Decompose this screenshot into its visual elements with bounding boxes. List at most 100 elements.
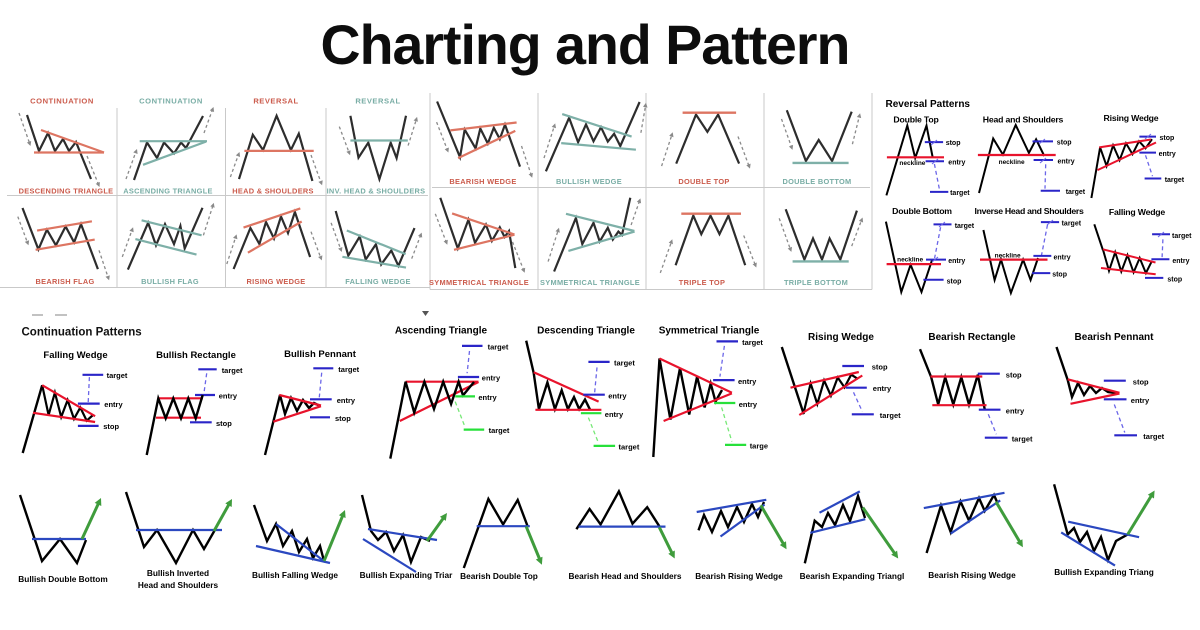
svg-text:RISING WEDGE: RISING WEDGE xyxy=(246,277,305,286)
svg-text:neckline: neckline xyxy=(999,159,1025,166)
svg-text:target: target xyxy=(950,190,970,197)
svg-text:Reversal Patterns: Reversal Patterns xyxy=(886,99,971,110)
svg-text:Bullish Falling Wedge: Bullish Falling Wedge xyxy=(252,570,338,580)
svg-text:BEARISH WEDGE: BEARISH WEDGE xyxy=(449,177,516,186)
svg-text:stop: stop xyxy=(1006,370,1022,379)
svg-text:entry: entry xyxy=(478,393,497,402)
svg-text:REVERSAL: REVERSAL xyxy=(355,97,400,106)
svg-text:stop: stop xyxy=(947,279,962,286)
svg-text:target: target xyxy=(222,366,243,375)
svg-text:FALLING WEDGE: FALLING WEDGE xyxy=(345,277,411,286)
svg-text:entry: entry xyxy=(948,258,965,265)
svg-text:Bearish Expanding Triangl: Bearish Expanding Triangl xyxy=(800,571,905,581)
svg-text:Rising Wedge: Rising Wedge xyxy=(1104,113,1159,123)
svg-text:target: target xyxy=(489,426,510,435)
svg-text:Double Bottom: Double Bottom xyxy=(892,206,952,216)
svg-text:SYMMETRICAL TRIANGLE: SYMMETRICAL TRIANGLE xyxy=(429,278,529,287)
svg-text:entry: entry xyxy=(608,392,627,401)
svg-text:BEARISH FLAG: BEARISH FLAG xyxy=(35,277,94,286)
svg-text:stop: stop xyxy=(1052,272,1067,279)
svg-text:entry: entry xyxy=(948,160,965,167)
svg-text:Descending Triangle: Descending Triangle xyxy=(537,326,635,337)
svg-text:entry: entry xyxy=(1058,159,1075,166)
svg-text:Rising Wedge: Rising Wedge xyxy=(808,332,874,343)
svg-text:target: target xyxy=(955,223,975,230)
svg-text:target: target xyxy=(614,359,635,368)
svg-text:entry: entry xyxy=(605,410,624,419)
svg-text:entry: entry xyxy=(219,392,238,401)
svg-text:stop: stop xyxy=(872,363,888,372)
svg-text:Bearish Head and Shoulders: Bearish Head and Shoulders xyxy=(569,571,682,581)
svg-text:BULLISH WEDGE: BULLISH WEDGE xyxy=(556,177,622,186)
svg-text:stop: stop xyxy=(1057,140,1072,147)
svg-text:stop: stop xyxy=(946,140,961,147)
svg-text:target: target xyxy=(107,371,128,380)
svg-text:Charting and Pattern: Charting and Pattern xyxy=(321,14,850,76)
svg-text:Ascending Triangle: Ascending Triangle xyxy=(395,326,488,337)
svg-text:stop: stop xyxy=(1133,377,1149,386)
svg-text:target: target xyxy=(619,443,640,452)
svg-text:target: target xyxy=(1143,432,1164,441)
svg-text:target: target xyxy=(880,411,901,420)
svg-text:TRIPLE TOP: TRIPLE TOP xyxy=(679,278,725,287)
svg-text:entry: entry xyxy=(739,400,758,409)
svg-text:Bullish Expanding Triar: Bullish Expanding Triar xyxy=(360,570,453,580)
svg-text:Falling Wedge: Falling Wedge xyxy=(1109,207,1165,217)
svg-text:Bullish Rectangle: Bullish Rectangle xyxy=(156,350,236,361)
svg-text:entry: entry xyxy=(873,384,892,393)
svg-text:Double Top: Double Top xyxy=(893,115,938,125)
svg-text:Bearish Pennant: Bearish Pennant xyxy=(1075,332,1155,343)
svg-text:INV. HEAD & SHOULDERS: INV. HEAD & SHOULDERS xyxy=(327,187,426,196)
svg-text:DESCENDING TRIANGLE: DESCENDING TRIANGLE xyxy=(19,187,114,196)
svg-text:Head and Shoulders: Head and Shoulders xyxy=(138,580,219,590)
svg-text:target: target xyxy=(1066,189,1086,196)
svg-text:target: target xyxy=(338,365,359,374)
svg-text:entry: entry xyxy=(738,377,757,386)
svg-text:Head and Shoulders: Head and Shoulders xyxy=(983,115,1064,125)
svg-text:targe: targe xyxy=(750,442,768,451)
svg-text:Bearish Rising Wedge: Bearish Rising Wedge xyxy=(695,571,783,581)
svg-text:neckline: neckline xyxy=(995,253,1021,260)
svg-text:target: target xyxy=(742,338,763,347)
svg-text:entry: entry xyxy=(1054,255,1071,262)
svg-text:neckline: neckline xyxy=(897,257,923,264)
svg-text:Inverse Head and Shoulders: Inverse Head and Shoulders xyxy=(974,206,1084,216)
svg-text:entry: entry xyxy=(482,374,501,383)
svg-text:target: target xyxy=(1165,177,1185,184)
svg-text:entry: entry xyxy=(337,396,356,405)
svg-text:target: target xyxy=(1062,221,1082,228)
svg-text:Falling Wedge: Falling Wedge xyxy=(43,350,107,361)
svg-text:SYMMETRICAL TRIANGLE: SYMMETRICAL TRIANGLE xyxy=(540,278,640,287)
svg-text:Bullish Expanding Triang: Bullish Expanding Triang xyxy=(1054,567,1154,577)
svg-text:target: target xyxy=(488,343,509,352)
svg-text:BULLISH FLAG: BULLISH FLAG xyxy=(141,277,199,286)
svg-text:Bullish Double Bottom: Bullish Double Bottom xyxy=(18,574,107,584)
svg-text:entry: entry xyxy=(1131,396,1150,405)
svg-text:TRIPLE BOTTOM: TRIPLE BOTTOM xyxy=(784,278,848,287)
svg-text:Bullish Pennant: Bullish Pennant xyxy=(284,349,357,360)
svg-text:stop: stop xyxy=(1160,135,1175,142)
svg-text:stop: stop xyxy=(216,419,232,428)
svg-text:entry: entry xyxy=(1006,406,1025,415)
svg-text:CONTINUATION: CONTINUATION xyxy=(30,97,94,106)
svg-text:Symmetrical Triangle: Symmetrical Triangle xyxy=(659,326,760,337)
svg-text:REVERSAL: REVERSAL xyxy=(253,97,298,106)
svg-text:DOUBLE BOTTOM: DOUBLE BOTTOM xyxy=(782,177,851,186)
svg-text:neckline: neckline xyxy=(899,160,925,167)
svg-text:CONTINUATION: CONTINUATION xyxy=(139,97,203,106)
svg-text:stop: stop xyxy=(103,422,119,431)
svg-text:Bearish Rectangle: Bearish Rectangle xyxy=(928,332,1016,343)
svg-text:entry: entry xyxy=(104,400,123,409)
svg-text:entry: entry xyxy=(1172,258,1189,265)
svg-text:Bearish Rising Wedge: Bearish Rising Wedge xyxy=(928,570,1016,580)
svg-text:entry: entry xyxy=(1159,151,1176,158)
svg-text:DOUBLE TOP: DOUBLE TOP xyxy=(678,177,729,186)
svg-text:stop: stop xyxy=(335,414,351,423)
svg-text:Bullish Inverted: Bullish Inverted xyxy=(147,568,209,578)
svg-text:stop: stop xyxy=(1167,277,1182,284)
svg-text:Bearish Double Top: Bearish Double Top xyxy=(460,571,538,581)
svg-text:Continuation Patterns: Continuation Patterns xyxy=(22,327,142,339)
svg-text:target: target xyxy=(1172,233,1192,240)
svg-text:ASCENDING TRIANGLE: ASCENDING TRIANGLE xyxy=(123,187,213,196)
svg-text:HEAD & SHOULDERS: HEAD & SHOULDERS xyxy=(232,187,314,196)
